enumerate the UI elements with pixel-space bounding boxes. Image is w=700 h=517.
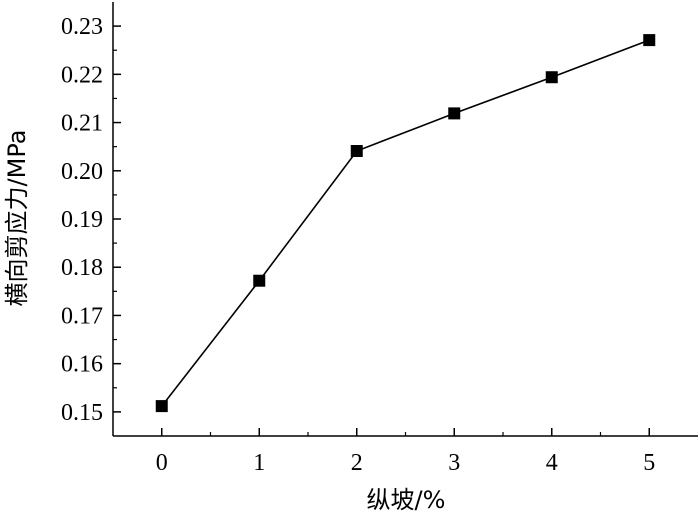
series-line [161, 39, 650, 407]
x-tick-label: 4 [546, 450, 558, 476]
plot-area: 0.15 0.16 0.17 0.18 0.19 0.20 0.21 0.22 0.23 0 1 2 3… [61, 2, 698, 476]
data-point [448, 107, 461, 120]
y-tick-label: 0.18 [61, 255, 103, 281]
x-tick-label: 2 [351, 450, 363, 476]
y-tick-label: 0.17 [61, 303, 103, 329]
y-tick-label: 0.21 [61, 111, 103, 137]
y-tick-label: 0.15 [61, 400, 103, 426]
y-tick-label: 0.23 [61, 14, 103, 40]
x-tick-label: 0 [156, 450, 168, 476]
x-axis-label: 纵坡/% [367, 486, 446, 514]
data-point [545, 71, 558, 84]
y-tick-label: 0.16 [61, 352, 103, 378]
data-point [253, 274, 266, 287]
data-point [643, 34, 656, 47]
y-tick-label: 0.20 [61, 159, 103, 185]
y-tick-label: 0.19 [61, 207, 103, 233]
y-axis-label: 横向剪应力/MPa [3, 130, 31, 307]
x-tick-label: 3 [448, 450, 460, 476]
y-tick-label: 0.22 [61, 62, 103, 88]
x-tick-label: 1 [253, 450, 265, 476]
data-point [155, 400, 168, 413]
x-tick-label: 5 [643, 450, 655, 476]
data-point [350, 145, 363, 158]
